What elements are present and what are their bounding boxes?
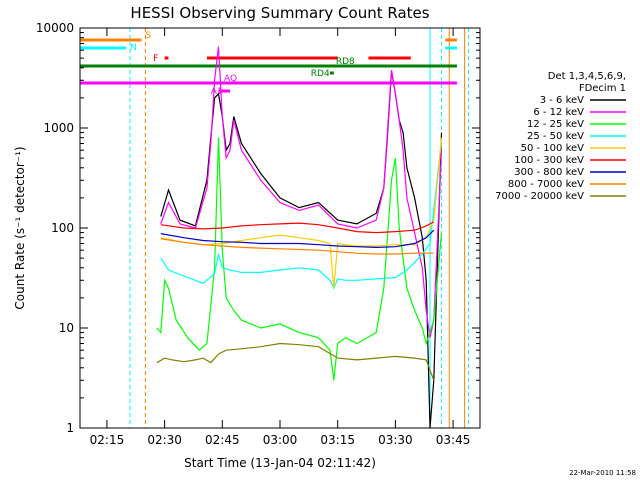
series-line-3 (160, 140, 443, 290)
axes: 02:15 02:30 02:45 03:00 03:15 03:30 03:45 1 10 10… (36, 21, 480, 447)
series-line-7 (160, 238, 434, 255)
legend-label-6: 300 - 800 keV (514, 167, 584, 178)
series-line-2 (156, 137, 443, 381)
x-tick-label-4: 03:15 (320, 433, 355, 447)
x-tick-label-2: 02:45 (205, 433, 240, 447)
x-axis-label: Start Time (13-Jan-04 02:11:42) (184, 456, 376, 470)
legend-label-0: 3 - 6 keV (540, 95, 584, 106)
y-tick-label-1: 10 (59, 321, 74, 335)
legend-label-8: 7000 - 20000 keV (495, 191, 584, 202)
x-tick-label-6: 03:45 (436, 433, 471, 447)
flag-label-rd8: RD8 (336, 57, 355, 67)
chart-title: HESSI Observing Summary Count Rates (130, 4, 429, 22)
legend-header-line-1: Det 1,3,4,5,6,9, (548, 71, 626, 82)
series-line-4 (160, 137, 443, 289)
legend-label-5: 100 - 300 keV (514, 155, 584, 166)
flag-label-s: S (146, 31, 152, 41)
y-tick-label-0: 1 (66, 421, 74, 435)
y-tick-label-2: 100 (51, 221, 74, 235)
flag-label-rd4: RD4 (311, 69, 330, 79)
series-line-8 (156, 342, 435, 381)
x-tick-label-0: 02:15 (90, 433, 125, 447)
flag-label-aq: AQ (224, 74, 237, 84)
legend-label-1: 6 - 12 keV (533, 107, 584, 118)
footer-timestamp: 22-Mar-2010 11:58 (569, 469, 636, 477)
series-line-6 (160, 229, 435, 249)
x-tick-label-1: 02:30 (147, 433, 182, 447)
flag-label-f: F (153, 54, 158, 64)
x-tick-label-3: 03:00 (263, 433, 298, 447)
series-line-1 (160, 46, 443, 338)
legend-label-3: 25 - 50 keV (527, 131, 584, 142)
flag-label-a1: A1 (211, 87, 223, 97)
y-tick-label-4: 10000 (36, 21, 74, 35)
legend-label-7: 800 - 7000 keV (508, 179, 584, 190)
legend-header-line-2: FDecim 1 (579, 83, 626, 94)
legend-label-2: 12 - 25 keV (527, 119, 584, 130)
series-line-5 (160, 221, 435, 234)
flag-label-n: N (130, 43, 137, 53)
x-tick-label-5: 03:30 (378, 433, 413, 447)
y-axis-label: Count Rate (s⁻¹ detector⁻¹) (13, 146, 27, 309)
y-tick-label-3: 1000 (43, 121, 74, 135)
legend-label-4: 50 - 100 keV (521, 143, 585, 154)
